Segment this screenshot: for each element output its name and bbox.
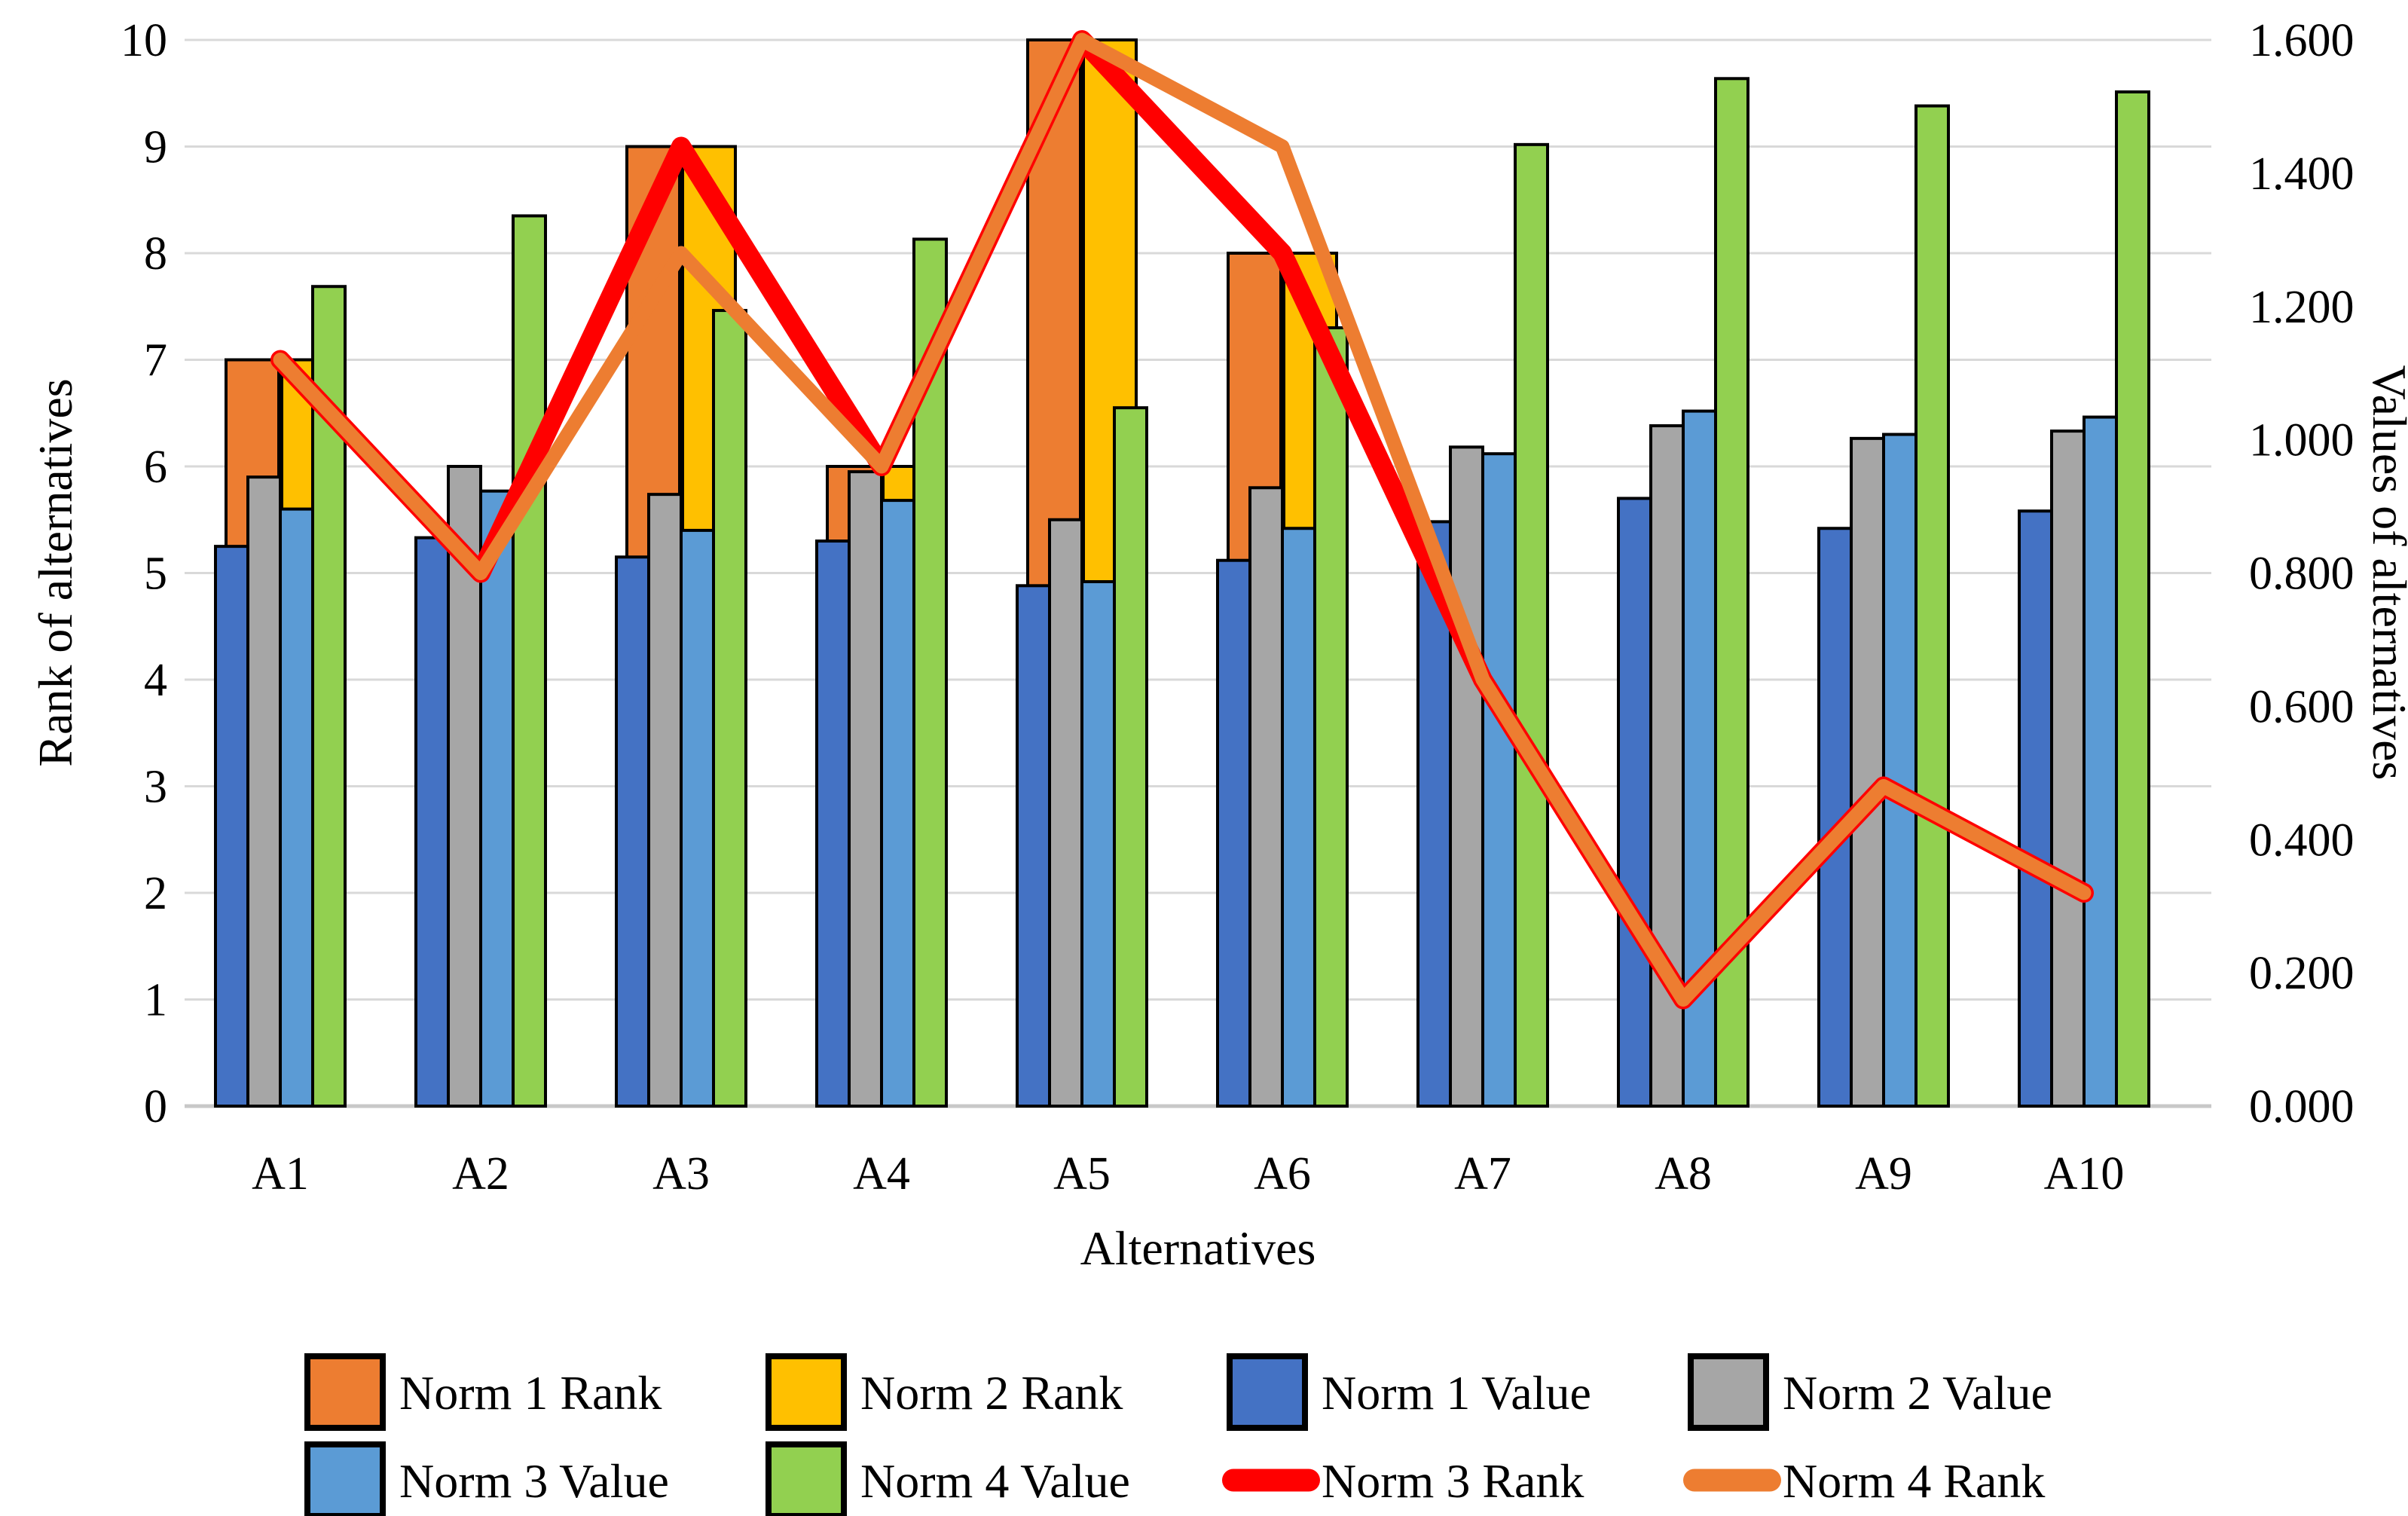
right-axis-tick-1.200: 1.200 — [2249, 282, 2355, 333]
x-axis-label-a2: A2 — [452, 1148, 509, 1200]
legend-norm-1-value-swatch-icon — [1227, 1353, 1308, 1431]
right-axis-tick-0.800: 0.800 — [2249, 549, 2355, 600]
left-axis-tick-10: 10 — [121, 15, 167, 66]
bar-norm-4-value-a10 — [2115, 90, 2150, 1108]
left-axis-tick-0: 0 — [144, 1081, 167, 1132]
bar-norm-2-value-a4 — [848, 470, 883, 1108]
legend-norm-3-value-label: Norm 3 Value — [399, 1454, 669, 1508]
legend-norm-4-value-label: Norm 4 Value — [860, 1454, 1130, 1508]
bar-norm-2-value-a6 — [1248, 486, 1284, 1108]
bar-norm-3-value-a5 — [1080, 579, 1116, 1108]
bar-norm-3-value-a1 — [279, 507, 314, 1108]
x-axis-label-a3: A3 — [652, 1148, 710, 1200]
x-axis-label-a1: A1 — [252, 1148, 309, 1200]
right-axis-tick-0.200: 0.200 — [2249, 948, 2355, 999]
bar-norm-3-value-a9 — [1882, 432, 1918, 1108]
right-axis-tick-0.400: 0.400 — [2249, 815, 2355, 866]
legend-norm-3-rank-label: Norm 3 Rank — [1322, 1454, 1584, 1508]
left-axis-tick-8: 8 — [144, 228, 167, 280]
legend-norm-2-value-label: Norm 2 Value — [1783, 1366, 2052, 1420]
bar-norm-1-value-a10 — [2018, 509, 2053, 1108]
legend-norm-2-value-swatch-icon — [1688, 1353, 1769, 1431]
left-axis-tick-5: 5 — [144, 549, 167, 600]
bar-norm-3-value-a7 — [1481, 452, 1517, 1108]
bar-norm-2-value-a3 — [647, 493, 683, 1108]
left-axis-tick-6: 6 — [144, 442, 167, 493]
left-axis-tick-3: 3 — [144, 762, 167, 813]
bar-norm-2-value-a9 — [1850, 436, 1885, 1108]
bar-norm-4-value-a2 — [512, 214, 547, 1108]
bar-norm-3-value-a3 — [680, 528, 715, 1108]
bar-norm-2-value-a5 — [1048, 518, 1083, 1108]
bar-norm-1-value-a6 — [1216, 558, 1251, 1108]
bar-norm-4-value-a5 — [1113, 406, 1148, 1108]
left-axis-tick-4: 4 — [144, 655, 167, 706]
bar-norm-1-value-a3 — [615, 555, 650, 1108]
bar-norm-2-value-a1 — [246, 475, 282, 1108]
bar-norm-2-value-a10 — [2050, 429, 2086, 1108]
bar-norm-3-value-a10 — [2083, 415, 2118, 1108]
bar-norm-1-value-a7 — [1416, 520, 1452, 1108]
bar-norm-2-value-a7 — [1449, 445, 1484, 1108]
legend-norm-1-rank-swatch-icon — [304, 1353, 386, 1431]
left-axis-tick-1: 1 — [144, 975, 167, 1026]
bar-norm-4-value-a7 — [1514, 142, 1549, 1108]
x-axis-label-a9: A9 — [1855, 1148, 1912, 1200]
bar-norm-3-value-a6 — [1281, 527, 1316, 1108]
left-axis-title: Rank of alternatives — [29, 378, 82, 766]
legend-norm-3-value-swatch-icon — [304, 1441, 386, 1516]
bar-norm-4-value-a9 — [1914, 104, 1950, 1108]
right-axis-tick-1.600: 1.600 — [2249, 15, 2355, 66]
right-axis-tick-0.600: 0.600 — [2249, 681, 2355, 732]
x-axis-label-a4: A4 — [853, 1148, 910, 1200]
bar-norm-4-value-a3 — [712, 309, 747, 1108]
right-axis-title: Values of alternatives — [2363, 365, 2408, 781]
x-axis-title: Alternatives — [1080, 1221, 1316, 1275]
legend-norm-1-rank-label: Norm 1 Rank — [399, 1366, 662, 1420]
legend-norm-4-rank-swatch-icon — [1683, 1469, 1781, 1492]
legend-norm-2-rank-swatch-icon — [765, 1353, 847, 1431]
x-axis-label-a6: A6 — [1254, 1148, 1311, 1200]
right-axis-tick-1.400: 1.400 — [2249, 148, 2355, 200]
right-axis-tick-0.000: 0.000 — [2249, 1081, 2355, 1132]
line-norm-4-rank — [273, 32, 2092, 1007]
bar-norm-3-value-a2 — [479, 489, 515, 1108]
x-axis-label-a7: A7 — [1454, 1148, 1511, 1200]
bar-norm-3-value-a4 — [880, 499, 915, 1108]
bar-norm-1-value-a2 — [414, 536, 450, 1108]
bar-norm-1-value-a4 — [815, 539, 851, 1108]
x-axis-label-a10: A10 — [2044, 1148, 2125, 1200]
left-axis-tick-9: 9 — [144, 122, 167, 173]
left-axis-tick-2: 2 — [144, 868, 167, 919]
legend-norm-1-value-label: Norm 1 Value — [1322, 1366, 1591, 1420]
legend-norm-2-rank-label: Norm 2 Rank — [860, 1366, 1123, 1420]
bar-norm-1-value-a1 — [214, 545, 249, 1108]
x-axis-label-a5: A5 — [1053, 1148, 1111, 1200]
bar-norm-1-value-a8 — [1617, 497, 1652, 1108]
legend-norm-4-rank-label: Norm 4 Rank — [1783, 1454, 2045, 1508]
right-axis-tick-1.000: 1.000 — [2249, 415, 2355, 466]
bar-norm-1-value-a5 — [1016, 584, 1051, 1108]
legend-norm-4-value-swatch-icon — [765, 1441, 847, 1516]
legend-norm-3-rank-swatch-icon — [1222, 1469, 1320, 1492]
left-axis-tick-7: 7 — [144, 335, 167, 387]
x-axis-label-a8: A8 — [1655, 1148, 1712, 1200]
bar-norm-4-value-a6 — [1313, 326, 1349, 1108]
